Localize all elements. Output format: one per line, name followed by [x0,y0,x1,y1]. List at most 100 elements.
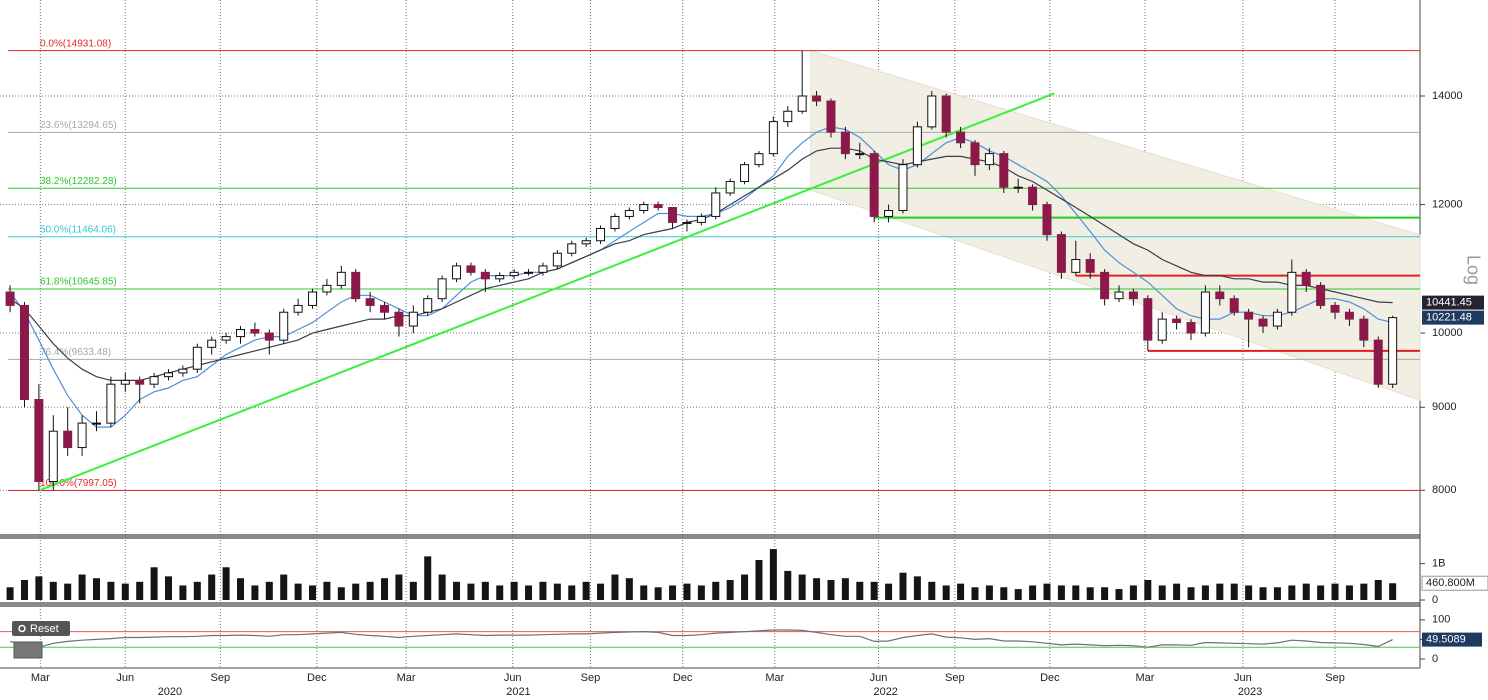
volume-bar [237,578,245,600]
candle-body [106,383,116,424]
candle-body [869,153,879,217]
candle-body [279,311,289,341]
button-icon [18,624,26,633]
volume-bar [136,581,144,600]
volume-bar [150,567,158,600]
y-tick-label: 14000 [1432,90,1463,102]
volume-bar [1288,585,1296,600]
candle-body [538,265,548,273]
volume-bar [582,581,590,600]
reset-button[interactable]: Reset [12,621,70,636]
candle-body [1200,291,1210,334]
rsi-line [9,629,1393,648]
candle-body [149,376,159,385]
channel [810,49,1421,401]
volume-bar [769,549,777,600]
candle-body [236,329,246,338]
x-tick-label: Mar [1135,672,1154,684]
volume-bar [827,580,835,600]
candle-body [567,243,577,254]
candle-body [480,271,490,280]
candle-body [610,215,620,229]
volume-bar [20,580,28,600]
y-tick-label: 0 [1432,653,1438,665]
fib-label: 50.0%(11464.06) [40,224,116,235]
volume-bar [971,587,979,600]
candle-body [840,131,850,155]
volume-bar [669,585,677,600]
year-label: 2022 [873,686,897,698]
volume-bar [222,567,230,600]
x-tick-label: Jun [504,672,522,684]
volume-bar [1201,585,1209,600]
volume-bar [525,585,533,600]
candle-body [668,207,678,223]
candle-body [1258,318,1268,327]
candle-body [596,227,606,242]
volume-bar [309,585,317,600]
volume-bar [395,574,403,600]
panel-divider [0,534,1420,539]
volume-bar [409,581,417,600]
candle-body [120,379,130,385]
candle-body [956,131,966,144]
candle-body [927,95,937,128]
candle-body [797,95,807,112]
volume-bar [1317,585,1325,600]
candle-body [1085,259,1095,273]
candle-body [1359,318,1369,341]
volume-bar [1086,587,1094,600]
volume-bar [942,585,950,600]
volume-bar [294,583,302,600]
candle-body [408,311,418,327]
candle-body [34,399,44,483]
volume-bar [1259,587,1267,600]
candle-body [351,271,361,300]
candle-body [581,240,591,245]
volume-bar [496,585,504,600]
candle-body [1100,271,1110,300]
volume-bar [1216,583,1224,600]
candle-body [740,164,750,182]
candle-body [5,291,15,306]
x-tick-label: Mar [397,672,416,684]
candle-body [1028,186,1038,206]
candle-body [1316,284,1326,306]
volume-bar [323,581,331,600]
candle-body [1013,186,1023,189]
volume-bar [265,581,273,600]
volume-bar [813,578,821,600]
volume-bar [870,581,878,600]
fib-label: 38.2%(12282.28) [40,176,117,187]
y-tick-label: 100 [1432,614,1450,626]
candle-body [1272,311,1282,327]
volume-bar [1000,587,1008,600]
volume-bar [1389,583,1397,600]
volume-bar [841,578,849,600]
x-tick-label: Mar [765,672,784,684]
candle-body [1157,318,1167,341]
fib-label: 76.4%(9633.48) [40,347,111,358]
axis-label: Log [1463,255,1483,285]
x-tick-label: Dec [307,672,327,684]
volume-bar [1187,587,1195,600]
volume-bar [1043,583,1051,600]
y-tick-label: 0 [1432,594,1438,606]
volume-bar [611,574,619,600]
candle-body [1344,311,1354,320]
volume-bar [798,574,806,600]
volume-bar [1072,585,1080,600]
zoom-icon [13,641,43,659]
volume-bar [1101,587,1109,600]
candle-body [1287,271,1297,313]
value-label: 49.5089 [1426,634,1466,646]
candle-body [48,430,58,483]
candle-body [1330,304,1340,313]
volume-bar [467,583,475,600]
x-tick-label: Dec [1040,672,1060,684]
candle-body [999,153,1009,188]
volume-bar [539,581,547,600]
volume-bar [280,574,288,600]
volume-bar [741,574,749,600]
volume-bar [957,583,965,600]
